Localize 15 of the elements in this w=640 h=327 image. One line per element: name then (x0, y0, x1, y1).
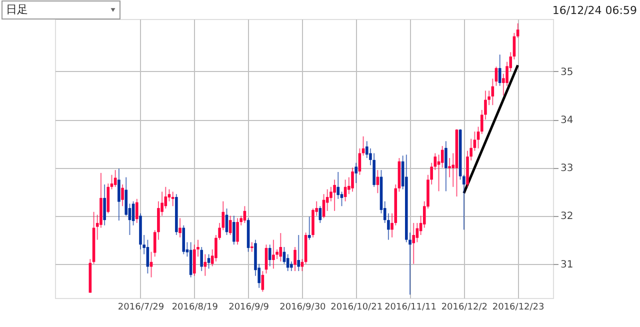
text: 16/12/24 06:59 (552, 4, 637, 17)
y-tick-label: 31 (560, 259, 574, 270)
chart-title: 日足 (6, 3, 28, 16)
x-tick-label: 2016/12/23 (492, 302, 544, 312)
y-tick-label: 35 (560, 66, 574, 78)
y-tick-label: 33 (560, 163, 574, 174)
x-tick-label: 2016/12/2 (441, 302, 488, 312)
x-tick-label: 2016/9/9 (228, 302, 270, 312)
x-tick-label: 2016/9/30 (280, 302, 326, 312)
y-tick-label: 34 (560, 115, 574, 126)
x-tick-label: 2016/10/21 (330, 302, 383, 312)
x-tick-label: 2016/11/11 (384, 302, 436, 312)
y-tick-label: 32 (560, 211, 574, 222)
x-tick-label: 2016/8/19 (172, 302, 218, 312)
x-tick-label: 2016/7/29 (118, 302, 164, 312)
